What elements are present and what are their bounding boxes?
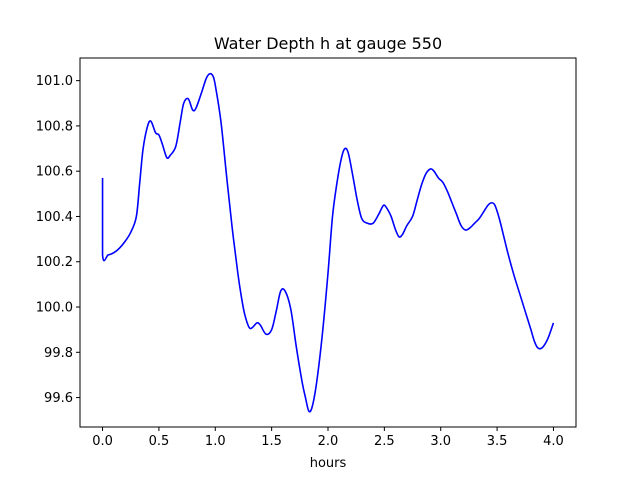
x-tick-label: 2.5 <box>374 434 395 449</box>
x-tick-label: 3.5 <box>487 434 508 449</box>
x-tick-label: 3.0 <box>430 434 451 449</box>
x-tick-label: 0.0 <box>92 434 113 449</box>
y-tick-label: 101.0 <box>36 74 73 89</box>
x-tick-label: 1.5 <box>261 434 282 449</box>
y-tick-label: 100.6 <box>36 165 73 180</box>
chart-title: Water Depth h at gauge 550 <box>214 34 442 53</box>
series-line <box>101 72 555 413</box>
y-tick-label: 100.0 <box>36 301 73 316</box>
x-axis-label: hours <box>310 456 347 471</box>
y-tick-label: 99.6 <box>44 391 73 406</box>
plot-frame <box>79 57 577 428</box>
y-tick-label: 99.8 <box>44 346 73 361</box>
axes-ticks: 0.0 0.5 1.0 1.5 2.0 2.5 3.0 3.5 4.0 99.6 99.8 100.0… <box>36 74 564 449</box>
plot-area <box>101 72 555 413</box>
y-tick-label: 100.2 <box>36 255 73 270</box>
x-tick-label: 0.5 <box>149 434 170 449</box>
x-tick-label: 4.0 <box>543 434 564 449</box>
y-tick-label: 100.8 <box>36 119 73 134</box>
y-tick-label: 100.4 <box>36 210 73 225</box>
x-tick-label: 2.0 <box>318 434 339 449</box>
x-tick-label: 1.0 <box>205 434 226 449</box>
